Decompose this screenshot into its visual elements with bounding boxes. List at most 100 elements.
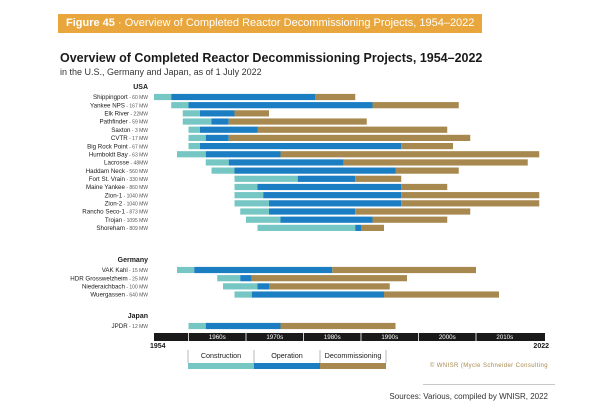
reactor-label: Haddam Neck - 560 MW xyxy=(86,168,149,175)
x-axis: 1954 2022 1960s 1970s 1980s 1990s 2000s 2010s xyxy=(150,333,549,350)
bar-operation xyxy=(200,110,235,117)
bar-decommissioning xyxy=(257,126,448,133)
bar-decommissioning xyxy=(372,216,448,223)
reactor-label: Rancho Seco-1 - 873 MW xyxy=(82,209,148,216)
bar-construction xyxy=(234,192,264,199)
bar-decommissioning xyxy=(401,183,448,191)
legend-swatch xyxy=(320,363,386,369)
reactor-label: Yankee NPS - 167 MW xyxy=(90,102,148,109)
bar-construction xyxy=(217,275,241,282)
bar-construction xyxy=(171,102,189,109)
bar-operation xyxy=(269,200,402,207)
chart-subtitle: in the U.S., Germany and Japan, as of 1 … xyxy=(60,67,262,77)
figure-header: Figure 45 · Overview of Completed Reacto… xyxy=(58,14,483,33)
bar-construction xyxy=(257,224,356,231)
reactor-label: Zion-2 - 1040 MW xyxy=(105,201,149,208)
axis-start-label: 1954 xyxy=(150,343,166,350)
bar-operation xyxy=(257,183,402,191)
bar-construction xyxy=(188,142,200,150)
sources-note: Sources: Various, compiled by WNISR, 202… xyxy=(389,392,548,401)
bar-construction xyxy=(177,266,195,274)
bar-operation xyxy=(188,102,373,109)
group-label: Japan xyxy=(128,313,148,320)
bar-construction xyxy=(234,200,269,207)
legend: Construction Operation Decommissioning xyxy=(187,350,387,369)
reactor-label: Niederaichbach - 100 MW xyxy=(82,284,148,291)
legend-swatch xyxy=(254,363,320,369)
bar-operation xyxy=(205,134,229,141)
reactor-label: VAK Kahl - 15 MW xyxy=(102,267,149,274)
reactor-label: Humboldt Bay - 63 MW xyxy=(89,151,148,158)
bar-decommissioning xyxy=(280,151,540,158)
bar-decommissioning xyxy=(395,167,459,174)
reactor-label: Lacrosse - 48MW xyxy=(104,160,148,167)
bar-construction xyxy=(234,175,298,182)
reactor-label: Trojan - 1095 MW xyxy=(105,217,148,224)
bar-decommissioning xyxy=(315,93,356,101)
bar-construction xyxy=(234,291,252,298)
bar-construction xyxy=(154,93,172,101)
decade-label: 2000s xyxy=(439,334,456,341)
bar-construction xyxy=(205,159,229,166)
reactor-label: Wuergassen - 640 MW xyxy=(90,292,148,299)
axis-end-label: 2022 xyxy=(533,343,549,350)
bar-construction xyxy=(182,118,212,125)
bar-decommissioning xyxy=(280,322,396,330)
bar-decommissioning xyxy=(355,208,471,215)
bar-decommissioning xyxy=(269,283,390,290)
bar-operation xyxy=(194,266,333,274)
bar-operation xyxy=(257,283,269,290)
bar-operation xyxy=(171,93,315,101)
bar-operation xyxy=(240,275,252,282)
bar-operation xyxy=(228,159,344,166)
bar-decommissioning xyxy=(401,200,540,207)
bar-construction xyxy=(234,183,258,191)
bar-decommissioning xyxy=(251,275,407,282)
group-label: Germany xyxy=(118,257,148,264)
decade-label: 1980s xyxy=(324,334,341,341)
bar-construction xyxy=(188,134,206,141)
bar-decommissioning xyxy=(401,142,453,150)
legend-label: Decommissioning xyxy=(325,351,382,360)
decade-label: 1970s xyxy=(266,334,283,341)
bar-operation xyxy=(297,175,356,182)
bar-decommissioning xyxy=(343,159,528,166)
bar-operation xyxy=(355,224,361,231)
reactor-label: Big Rock Point - 67 MW xyxy=(87,143,148,150)
reactor-label: Zion-1 - 1040 MW xyxy=(105,192,149,199)
reactor-label: Shippingport - 60 MW xyxy=(93,94,148,101)
reactor-label: Shoreham - 809 MW xyxy=(96,225,148,232)
axis-bar xyxy=(154,333,545,341)
bar-operation xyxy=(200,126,258,133)
decade-label: 1960s xyxy=(209,334,226,341)
bar-construction xyxy=(246,216,281,223)
figure-label: Figure 45 xyxy=(66,17,115,29)
decade-label: 2010s xyxy=(496,334,513,341)
reactor-label: HDR Grosswelzheim - 25 MW xyxy=(70,275,148,282)
group-label: USA xyxy=(133,84,148,91)
footer-divider xyxy=(423,384,555,385)
bar-operation xyxy=(263,192,402,199)
bar-operation xyxy=(205,322,281,330)
chart-title: Overview of Completed Reactor Decommissi… xyxy=(60,51,482,65)
legend-label: Operation xyxy=(271,351,303,360)
bar-construction xyxy=(240,208,269,215)
bar-decommissioning xyxy=(401,192,540,199)
reactor-label: Fort St. Vrain - 330 MW xyxy=(89,176,149,183)
bar-decommissioning xyxy=(234,110,269,117)
bar-construction xyxy=(188,126,200,133)
reactor-label: Maine Yankee - 860 MW xyxy=(86,184,148,191)
bar-operation xyxy=(234,167,396,174)
bar-construction xyxy=(223,283,258,290)
bar-operation xyxy=(200,142,402,150)
reactor-label: Elk River - 22MW xyxy=(104,111,148,118)
watermark: © WNISR (Mycle Schneider Consulting xyxy=(430,362,548,369)
bar-operation xyxy=(211,118,229,125)
decade-label: 1990s xyxy=(381,334,398,341)
bar-decommissioning xyxy=(361,224,384,231)
bar-operation xyxy=(269,208,356,215)
bar-decommissioning xyxy=(384,291,499,298)
bar-operation xyxy=(280,216,373,223)
